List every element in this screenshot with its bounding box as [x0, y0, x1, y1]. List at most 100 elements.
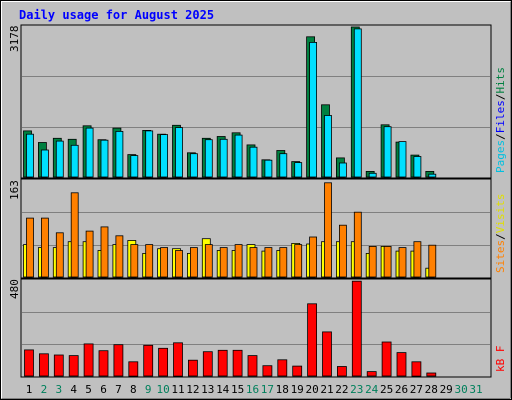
- bar-sites-day-12: [189, 247, 198, 278]
- bar-sites-day-11: [175, 250, 183, 278]
- bar-files-day-2: [41, 149, 49, 178]
- legend-files: Files: [494, 100, 507, 133]
- day-label-27: 27: [410, 383, 423, 396]
- top-max-label: 3178: [8, 26, 21, 53]
- day-label-30: 30: [454, 383, 467, 396]
- bar-kb-f-day-25: [381, 341, 392, 377]
- bar-files-day-7: [115, 130, 124, 178]
- bar-sites-day-15: [234, 244, 243, 278]
- bar-sites-day-22: [338, 224, 347, 278]
- bar-files-day-8: [130, 155, 139, 178]
- bar-sites-day-7: [115, 235, 124, 278]
- bar-files-day-28: [428, 173, 437, 178]
- legend-sites: Sites: [494, 240, 507, 273]
- bar-files-day-4: [70, 144, 79, 178]
- bar-sites-day-24: [368, 245, 377, 278]
- day-label-13: 13: [201, 383, 214, 396]
- bar-kb-f-day-5: [83, 343, 94, 377]
- bar-sites-day-10: [160, 247, 169, 278]
- bar-files-day-20: [309, 42, 318, 178]
- bar-files-day-23: [353, 28, 362, 178]
- bar-sites-day-1: [26, 217, 34, 278]
- bar-files-day-24: [368, 172, 377, 178]
- legend-separator: /: [494, 94, 507, 101]
- bar-files-day-13: [204, 139, 213, 178]
- day-label-26: 26: [395, 383, 408, 396]
- bar-kb-f-day-12: [187, 359, 198, 377]
- day-label-7: 7: [115, 383, 122, 396]
- bar-kb-f-day-18: [277, 359, 288, 377]
- bar-files-day-18: [279, 153, 288, 178]
- grid-middle: [22, 212, 490, 246]
- bar-kb-f-day-17: [262, 365, 273, 377]
- bar-kb-f-day-13: [202, 351, 213, 377]
- bar-kb-f-day-14: [217, 349, 228, 377]
- day-label-15: 15: [231, 383, 244, 396]
- bar-kb-f-day-4: [68, 355, 79, 377]
- bar-kb-f-day-19: [292, 365, 303, 377]
- bar-sites-day-20: [309, 236, 318, 278]
- bar-sites-day-8: [130, 244, 139, 278]
- bar-kb-f-day-23: [351, 280, 362, 377]
- day-label-6: 6: [100, 383, 107, 396]
- bar-kb-f-day-11: [173, 342, 183, 377]
- bar-files-day-16: [249, 146, 258, 178]
- bottom-legend: kB F: [494, 346, 507, 373]
- bar-sites-day-16: [249, 247, 258, 278]
- day-label-10: 10: [156, 383, 169, 396]
- bar-sites-day-21: [324, 182, 332, 278]
- middle-max-label: 163: [8, 180, 21, 200]
- day-label-28: 28: [425, 383, 438, 396]
- grid-bottom: [22, 312, 490, 345]
- bar-kb-f-day-16: [247, 355, 258, 377]
- bar-kb-f-day-3: [53, 354, 64, 377]
- bar-files-day-11: [175, 127, 183, 178]
- bar-sites-day-19: [294, 244, 303, 278]
- day-label-3: 3: [55, 383, 62, 396]
- bar-sites-day-9: [145, 244, 154, 278]
- bar-files-day-3: [55, 140, 64, 178]
- day-label-2: 2: [41, 383, 48, 396]
- legend-separator: /: [494, 233, 507, 240]
- bar-sites-day-2: [41, 217, 49, 278]
- bar-sites-day-4: [70, 192, 79, 278]
- day-label-9: 9: [145, 383, 152, 396]
- bar-files-day-15: [234, 134, 243, 178]
- bar-kb-f-day-2: [39, 353, 49, 377]
- bar-sites-day-3: [55, 232, 64, 278]
- legend-visits: Visits: [494, 194, 507, 234]
- day-label-23: 23: [350, 383, 363, 396]
- legend-separator: /: [494, 133, 507, 140]
- bar-sites-day-5: [85, 230, 94, 278]
- bar-files-day-5: [85, 127, 94, 178]
- bar-kb-f-day-21: [322, 331, 332, 377]
- day-label-18: 18: [276, 383, 289, 396]
- day-label-12: 12: [186, 383, 199, 396]
- day-label-22: 22: [335, 383, 348, 396]
- bar-sites-day-13: [204, 244, 213, 278]
- bar-sites-day-17: [264, 247, 273, 278]
- day-label-11: 11: [171, 383, 184, 396]
- bar-files-day-19: [294, 162, 303, 178]
- day-label-31: 31: [469, 383, 482, 396]
- day-label-21: 21: [320, 383, 333, 396]
- bar-files-day-1: [26, 133, 34, 178]
- bar-kb-f-day-20: [307, 303, 318, 377]
- chart-title: Daily usage for August 2025: [19, 8, 214, 22]
- legend-pages: Pages: [494, 140, 507, 173]
- bar-sites-day-27: [413, 241, 422, 278]
- bar-kb-f-day-10: [158, 347, 169, 377]
- bar-kb-f-day-28: [426, 372, 437, 377]
- bar-kb-f-day-1: [24, 349, 34, 377]
- x-axis-day-labels: 1 2 3 4 5 6 7 8 9 10 11 12 13 14 15 16 17 18 19 20 21 22 23 24 2…: [26, 383, 483, 396]
- bar-files-day-12: [189, 153, 198, 178]
- bar-kb-f-day-15: [232, 349, 243, 377]
- day-label-29: 29: [440, 383, 453, 396]
- bar-files-day-6: [100, 139, 109, 178]
- bar-kb-f-day-22: [336, 366, 347, 377]
- top-legend: Pages/Files/Hits: [494, 67, 507, 173]
- day-label-24: 24: [365, 383, 379, 396]
- bar-kb-f-day-8: [128, 361, 139, 377]
- day-label-25: 25: [380, 383, 393, 396]
- day-label-20: 20: [305, 383, 318, 396]
